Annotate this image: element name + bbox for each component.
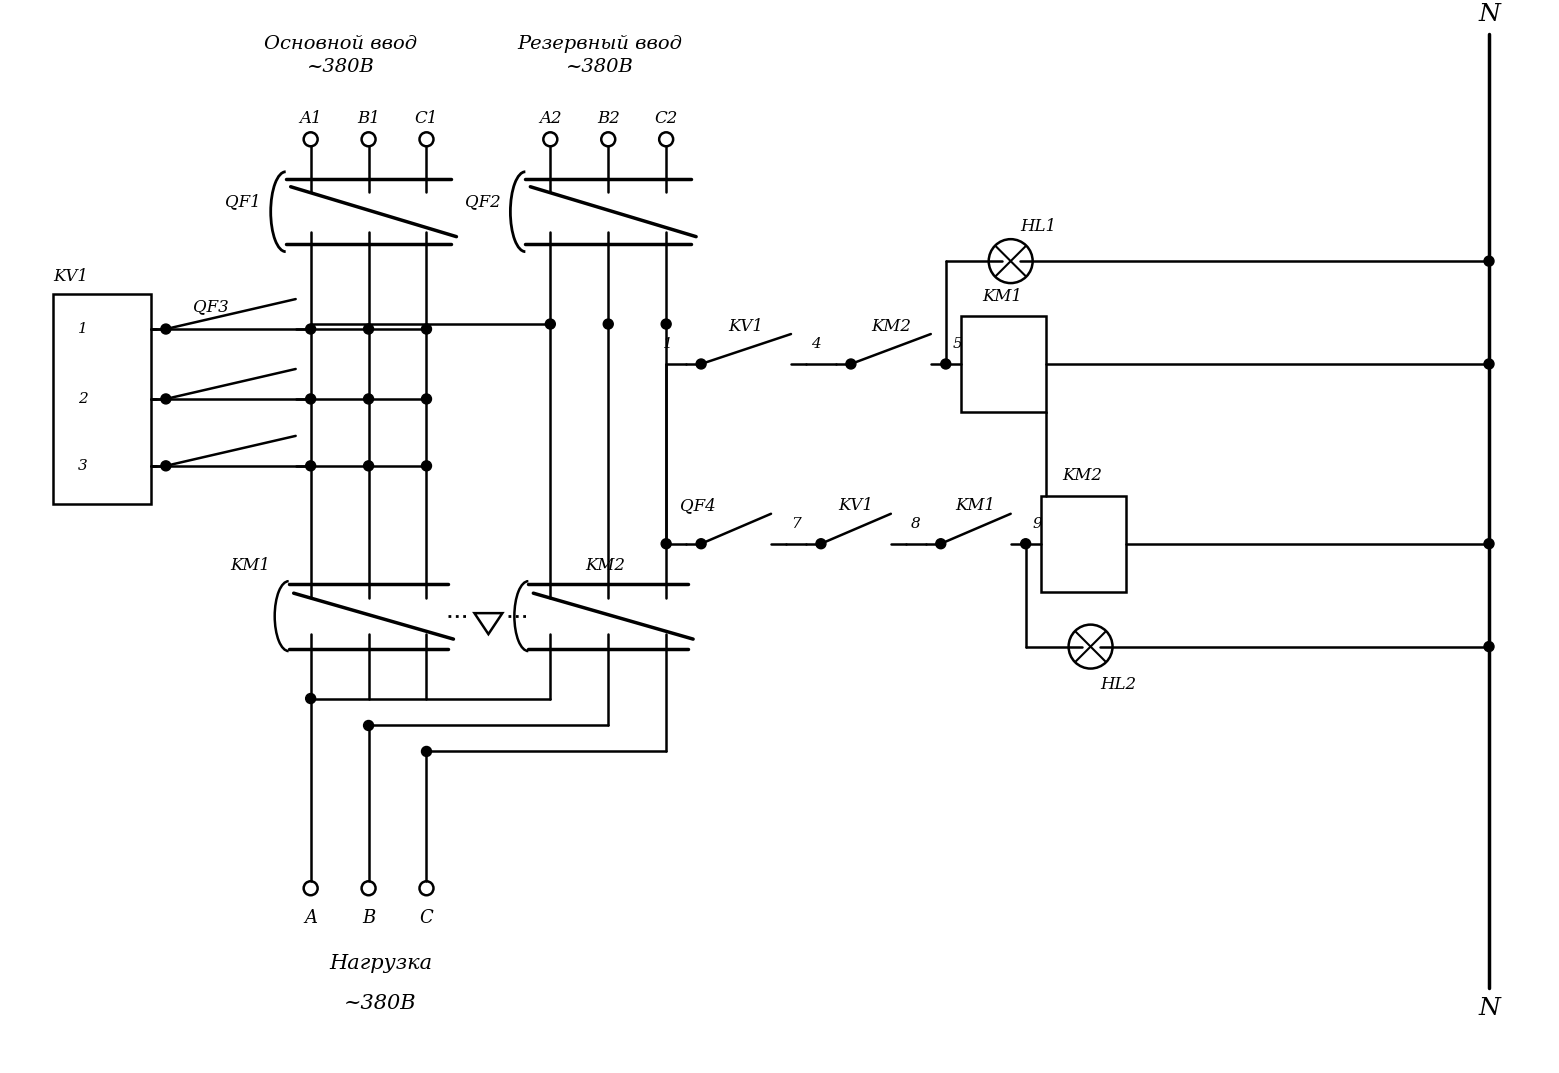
Circle shape (940, 359, 951, 369)
Circle shape (661, 539, 672, 548)
Text: Основной ввод: Основной ввод (263, 35, 418, 54)
Text: B: B (362, 909, 376, 927)
Text: KV1: KV1 (728, 318, 764, 335)
Text: N: N (1478, 3, 1500, 26)
Text: Нагрузка: Нагрузка (329, 954, 432, 972)
Text: 1: 1 (78, 322, 87, 336)
Circle shape (1484, 539, 1494, 548)
Text: N: N (1478, 997, 1500, 1019)
Text: C1: C1 (415, 109, 438, 127)
Text: ~380В: ~380В (566, 58, 635, 76)
Text: KM2: KM2 (1063, 468, 1102, 484)
Circle shape (1484, 359, 1494, 369)
Text: C2: C2 (655, 109, 678, 127)
Text: KM2: KM2 (585, 557, 625, 574)
Text: KM2: KM2 (871, 318, 910, 335)
Text: QF3: QF3 (193, 298, 229, 315)
Circle shape (306, 460, 315, 471)
Text: 8: 8 (910, 517, 921, 531)
Text: KM1: KM1 (982, 288, 1023, 305)
Circle shape (1484, 642, 1494, 651)
Circle shape (546, 319, 555, 329)
Text: ~380В: ~380В (345, 994, 416, 1013)
Text: KV1: KV1 (839, 497, 873, 514)
Circle shape (421, 460, 432, 471)
Text: B1: B1 (357, 109, 380, 127)
Circle shape (421, 747, 432, 756)
Text: 7: 7 (790, 517, 801, 531)
Text: ~380В: ~380В (307, 58, 374, 76)
Text: A1: A1 (299, 109, 323, 127)
Text: C: C (419, 909, 433, 927)
Text: HL1: HL1 (1021, 218, 1057, 235)
Text: 3: 3 (78, 459, 87, 473)
Circle shape (161, 394, 171, 403)
Circle shape (363, 460, 374, 471)
Circle shape (161, 324, 171, 334)
Text: 5: 5 (953, 337, 962, 351)
Text: QF4: QF4 (680, 497, 716, 514)
Circle shape (306, 693, 315, 704)
Circle shape (306, 394, 315, 403)
Circle shape (815, 539, 826, 548)
Circle shape (363, 324, 374, 334)
Circle shape (847, 359, 856, 369)
Circle shape (697, 539, 706, 548)
Circle shape (421, 394, 432, 403)
Text: KV1: KV1 (53, 267, 87, 284)
Text: 4: 4 (811, 337, 822, 351)
Text: QF2: QF2 (465, 193, 500, 210)
Text: QF1: QF1 (224, 193, 260, 210)
Circle shape (603, 319, 613, 329)
Circle shape (935, 539, 946, 548)
Text: B2: B2 (597, 109, 619, 127)
Circle shape (363, 394, 374, 403)
Circle shape (1484, 256, 1494, 266)
Text: A: A (304, 909, 316, 927)
Text: A2: A2 (539, 109, 561, 127)
Bar (960, 317, 1046, 412)
Circle shape (1021, 539, 1030, 548)
Circle shape (161, 460, 171, 471)
Text: HL2: HL2 (1101, 676, 1137, 693)
Circle shape (363, 720, 374, 731)
Text: KM1: KM1 (956, 497, 996, 514)
Text: Резервный ввод: Резервный ввод (518, 35, 683, 54)
Text: 2: 2 (78, 392, 87, 406)
Circle shape (661, 319, 672, 329)
Text: 1: 1 (663, 337, 673, 351)
Circle shape (421, 324, 432, 334)
Text: KM1: KM1 (231, 557, 271, 574)
Circle shape (306, 324, 315, 334)
Bar (53, 294, 151, 504)
Circle shape (697, 359, 706, 369)
Text: 9: 9 (1032, 517, 1043, 531)
Bar (1041, 496, 1126, 591)
